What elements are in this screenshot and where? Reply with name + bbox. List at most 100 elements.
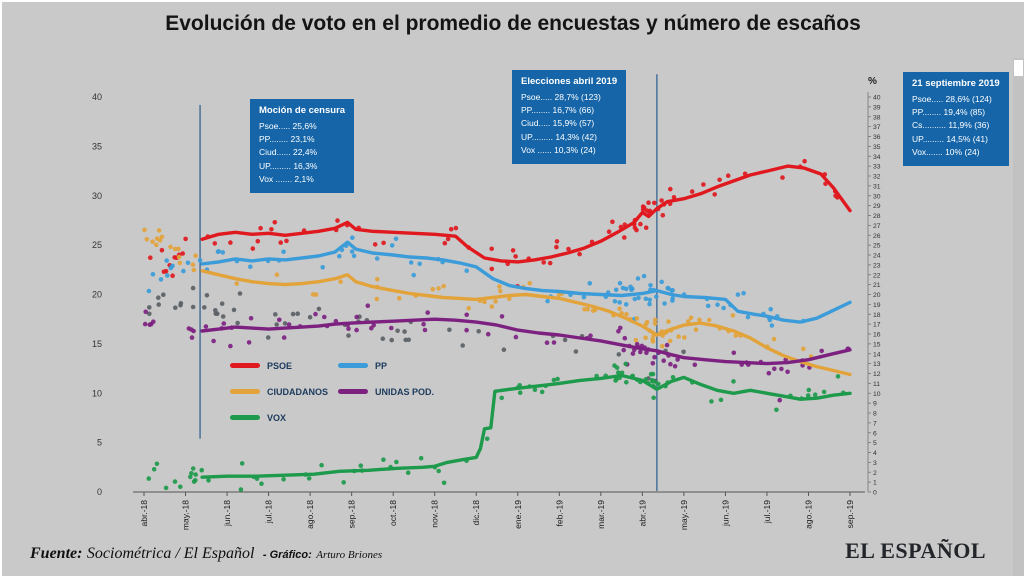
annotation-line: PP........ 16,7% (66) — [521, 105, 595, 116]
legend-label: PSOE — [267, 360, 293, 371]
line-vox — [200, 373, 852, 479]
svg-text:36: 36 — [873, 134, 881, 141]
annotation-line: PP........ 19,4% (85) — [912, 107, 986, 118]
svg-text:5: 5 — [873, 440, 877, 447]
annotation-line: Ciud..... 15,9% (57) — [521, 118, 595, 129]
svg-text:37: 37 — [873, 124, 881, 131]
svg-text:40: 40 — [873, 95, 881, 102]
svg-text:10: 10 — [92, 388, 102, 398]
svg-text:35: 35 — [873, 144, 881, 151]
legend-label: VOX — [267, 412, 287, 423]
svg-text:3: 3 — [873, 460, 877, 467]
svg-text:18: 18 — [873, 312, 881, 319]
legend-item-ciudadanos: CIUDADANOS — [230, 386, 338, 397]
svg-text:20: 20 — [873, 292, 881, 299]
source-label: Fuente: — [30, 545, 83, 562]
svg-text:2: 2 — [873, 470, 877, 477]
legend-item-psoe: PSOE — [230, 360, 338, 371]
legend-swatch — [230, 415, 260, 420]
annotation-box-elecciones-abril-2019: Elecciones abril 2019 Psoe..... 28,7% (1… — [512, 70, 627, 164]
svg-text:24: 24 — [873, 253, 881, 260]
svg-text:0: 0 — [97, 487, 102, 497]
svg-text:40: 40 — [92, 92, 102, 102]
svg-text:1: 1 — [873, 480, 877, 487]
svg-text:38: 38 — [873, 114, 881, 121]
svg-text:5: 5 — [97, 438, 102, 448]
svg-text:22: 22 — [873, 272, 881, 279]
svg-text:0: 0 — [873, 490, 877, 497]
legend-label: UNIDAS POD. — [375, 386, 435, 397]
svg-text:may.-19: may.-19 — [679, 500, 689, 530]
svg-text:15: 15 — [873, 341, 881, 348]
svg-text:jun.-19: jun.-19 — [720, 500, 730, 527]
annotation-title: Elecciones abril 2019 — [521, 76, 618, 87]
svg-text:25: 25 — [92, 240, 102, 250]
svg-text:32: 32 — [873, 174, 881, 181]
svg-text:26: 26 — [873, 233, 881, 240]
annotation-line: Vox ...... 10,3% (24) — [521, 144, 596, 155]
svg-text:23: 23 — [873, 262, 881, 269]
svg-text:17: 17 — [873, 322, 881, 329]
line-unidas-podemos — [200, 317, 852, 366]
legend-label: PP — [375, 360, 388, 371]
annotation-box-mocion-censura: Moción de censura Psoe..... 25,6% PP.....… — [250, 99, 355, 193]
svg-text:14: 14 — [873, 351, 881, 358]
annotation-line: Psoe..... 28,7% (123) — [521, 92, 601, 102]
scrollbar[interactable] — [1013, 58, 1024, 576]
svg-text:20: 20 — [92, 290, 102, 300]
scrollbar-thumb[interactable] — [1014, 60, 1023, 76]
credit-value: Arturo Briones — [316, 549, 383, 561]
svg-text:8: 8 — [873, 411, 877, 418]
line-psoe — [200, 164, 852, 264]
svg-text:abr.-19: abr.-19 — [637, 500, 647, 527]
svg-text:7: 7 — [873, 420, 877, 427]
svg-text:28: 28 — [873, 213, 881, 220]
source-credit: Fuente: Sociométrica / El Español - Gráf… — [30, 545, 382, 563]
svg-text:27: 27 — [873, 223, 881, 230]
legend-item-pp: PP — [338, 360, 458, 371]
svg-text:mar.-19: mar.-19 — [596, 500, 606, 529]
annotation-line: Vox ....... 2,1% — [259, 173, 314, 184]
svg-text:35: 35 — [92, 141, 102, 151]
legend-swatch — [338, 363, 368, 368]
svg-text:33: 33 — [873, 164, 881, 171]
annotation-line: Vox....... 10% (24) — [912, 146, 980, 157]
scatter-otros — [147, 285, 686, 381]
svg-text:13: 13 — [873, 361, 881, 368]
legend-swatch — [338, 389, 368, 394]
svg-text:%: % — [868, 76, 877, 87]
legend-item-unidas-pod-: UNIDAS POD. — [338, 386, 458, 397]
svg-text:sep.-18: sep.-18 — [347, 500, 357, 529]
svg-text:21: 21 — [873, 282, 881, 289]
svg-text:jul.-18: jul.-18 — [264, 500, 274, 524]
annotation-line: PP........ 23,1% — [259, 134, 315, 145]
svg-text:dic.-18: dic.-18 — [471, 500, 481, 526]
svg-text:30: 30 — [873, 193, 881, 200]
svg-text:ago.-18: ago.-18 — [305, 500, 315, 529]
legend-label: CIUDADANOS — [267, 386, 329, 397]
chart-legend: PSOE PP CIUDADANOS UNIDAS POD. VOX — [230, 360, 458, 423]
annotation-body: Psoe..... 28,6% (124) PP........ 19,4% (8… — [912, 93, 1000, 159]
annotation-line: Psoe..... 28,6% (124) — [912, 94, 992, 104]
svg-text:feb.-19: feb.-19 — [554, 500, 564, 527]
annotation-line: UP......... 14,3% (42) — [521, 131, 597, 142]
annotation-body: Psoe..... 28,7% (123) PP........ 16,7% (6… — [521, 91, 617, 157]
svg-text:30: 30 — [92, 191, 102, 201]
svg-text:sep.-19: sep.-19 — [845, 500, 855, 529]
annotation-line: UP......... 16,3% — [259, 160, 318, 171]
line-ciudadanos — [200, 269, 852, 377]
annotation-body: Psoe..... 25,6% PP........ 23,1% Ciud.....… — [259, 120, 345, 186]
legend-swatch — [230, 363, 260, 368]
svg-text:ene.-19: ene.-19 — [513, 500, 523, 529]
svg-text:jun.-18: jun.-18 — [222, 500, 232, 527]
svg-text:29: 29 — [873, 203, 881, 210]
legend-swatch — [230, 389, 260, 394]
svg-text:34: 34 — [873, 154, 881, 161]
line-pp — [200, 240, 852, 324]
svg-text:nov.-18: nov.-18 — [430, 500, 440, 528]
svg-text:abr.-18: abr.-18 — [139, 500, 149, 527]
svg-text:12: 12 — [873, 371, 881, 378]
svg-text:9: 9 — [873, 401, 877, 408]
